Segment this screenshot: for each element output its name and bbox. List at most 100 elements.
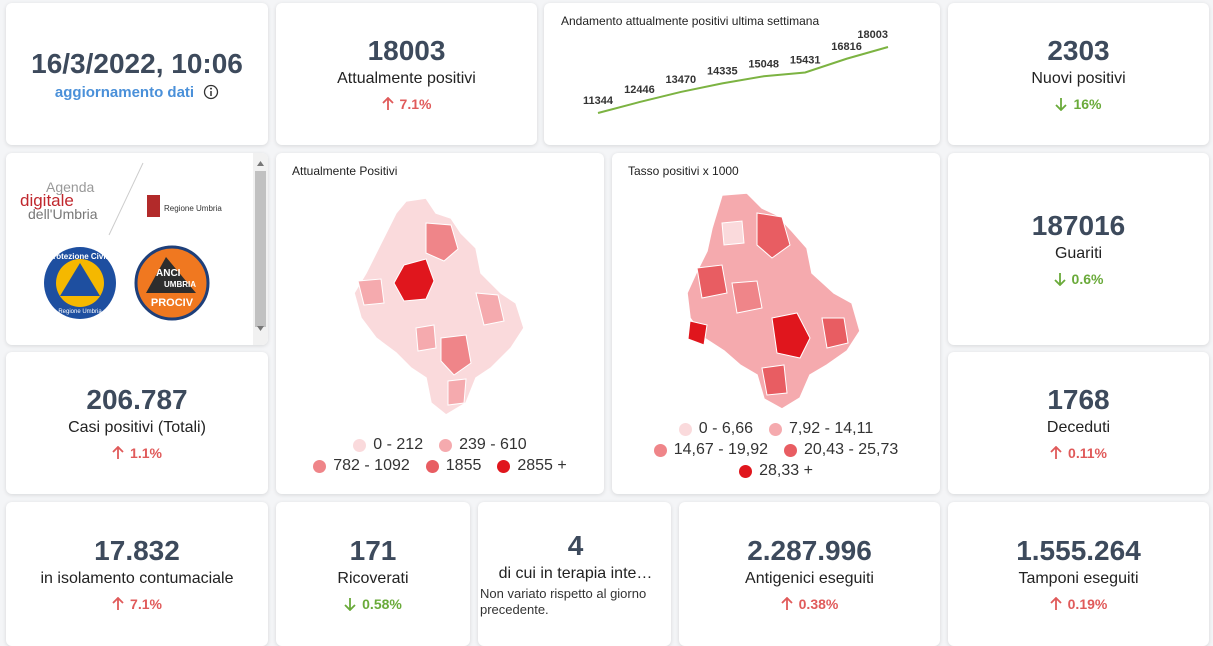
legend-item: 20,43 - 25,73 bbox=[784, 441, 898, 459]
legend-label: 782 - 1092 bbox=[333, 457, 410, 474]
kpi-card: 171 Ricoverati 0.58% bbox=[276, 502, 470, 646]
trend-label: 12446 bbox=[624, 84, 655, 96]
map-card: Attualmente Positivi 0 - 212 239 - 610 782… bbox=[276, 153, 604, 494]
logo-text: ANCI bbox=[156, 268, 181, 279]
legend-label: 14,67 - 19,92 bbox=[673, 441, 768, 458]
map-area bbox=[761, 364, 788, 396]
kpi-card: 4 di cui in terapia inte… Non variato risp… bbox=[478, 502, 671, 646]
kpi-value: 18003 bbox=[367, 35, 446, 66]
map-title: Attualmente Positivi bbox=[292, 164, 397, 178]
logo-text: Agenda bbox=[46, 179, 94, 195]
map-area bbox=[440, 334, 472, 376]
map-area bbox=[821, 317, 849, 349]
change-value: 0.58% bbox=[362, 596, 402, 612]
legend-item: 28,33 + bbox=[739, 462, 813, 480]
trend-chart: Andamento attualmente positivi ultima se… bbox=[561, 14, 889, 114]
kpi-value: 1.555.264 bbox=[1016, 535, 1141, 566]
logos-card: Agenda digitale dell'Umbria Regione Umbr… bbox=[6, 153, 268, 345]
kpi-label: in isolamento contumaciale bbox=[40, 570, 234, 587]
info-icon[interactable] bbox=[203, 84, 219, 100]
kpi-value: 187016 bbox=[1031, 210, 1126, 241]
legend-swatch bbox=[653, 443, 667, 457]
arrow bbox=[1050, 597, 1062, 610]
kpi-value: 17.832 bbox=[94, 535, 180, 566]
change-value: 1.1% bbox=[130, 445, 162, 461]
kpi-card: 2303 Nuovi positivi 16% bbox=[948, 3, 1209, 145]
update-card: 16/3/2022, 10:06 aggiornamento dati bbox=[6, 3, 268, 145]
change-value: 0.11% bbox=[1068, 445, 1107, 461]
kpi-label: Ricoverati bbox=[337, 570, 409, 587]
update-row: aggiornamento dati bbox=[55, 84, 219, 101]
kpi-change: 0.19% bbox=[1050, 595, 1108, 613]
kpi-card: 18003 Attualmente positivi 7.1% bbox=[276, 3, 537, 145]
divider bbox=[108, 162, 144, 236]
kpi-change: 0.11% bbox=[1050, 444, 1107, 462]
map-area bbox=[415, 324, 437, 352]
kpi-value: 4 bbox=[567, 530, 584, 561]
legend-item: 2855 + bbox=[497, 457, 567, 475]
scroll-down[interactable] bbox=[257, 326, 264, 331]
legend-label: 239 - 610 bbox=[459, 436, 527, 453]
trend-arrow bbox=[1050, 597, 1062, 610]
protezione-logo bbox=[60, 263, 100, 296]
map-area bbox=[771, 312, 811, 359]
kpi-value: 2.287.996 bbox=[747, 535, 872, 566]
map-area bbox=[447, 378, 467, 406]
arrow bbox=[381, 97, 394, 110]
legend-label: 1855 bbox=[445, 457, 482, 474]
map-area bbox=[475, 292, 505, 326]
legend-swatch bbox=[313, 459, 327, 473]
legend-swatch bbox=[353, 438, 367, 452]
kpi-change: 0.6% bbox=[1053, 270, 1103, 288]
map-area bbox=[393, 258, 435, 302]
kpi-card: 17.832 in isolamento contumaciale 7.1% bbox=[6, 502, 268, 646]
trend-label: 11344 bbox=[583, 95, 614, 107]
arrow bbox=[781, 597, 793, 610]
kpi-value: 1768 bbox=[1047, 384, 1110, 415]
logo-text: Regione Umbria bbox=[164, 204, 222, 213]
kpi-label: Deceduti bbox=[1046, 419, 1111, 436]
scroll-up[interactable] bbox=[257, 161, 264, 166]
legend-item: 1855 bbox=[425, 457, 482, 475]
map-card: Tasso positivi x 1000 0 - 6,66 7,92 - 14,… bbox=[612, 153, 940, 494]
kpi-change: 16% bbox=[1055, 95, 1102, 113]
legend-label: 28,33 + bbox=[759, 462, 813, 479]
legend-item: 0 - 6,66 bbox=[678, 420, 753, 438]
map-legend: 0 - 6,66 7,92 - 14,11 14,67 - 19,92 20,43 -… bbox=[612, 420, 940, 480]
map: Attualmente Positivi bbox=[292, 164, 525, 416]
change-value: 7.1% bbox=[399, 96, 432, 112]
map-title: Tasso positivi x 1000 bbox=[628, 164, 739, 178]
map-region bbox=[686, 192, 861, 410]
legend-swatch bbox=[439, 438, 453, 452]
trend-arrow bbox=[1055, 98, 1068, 111]
kpi-value: 206.787 bbox=[86, 384, 188, 415]
kpi-change: 7.1% bbox=[112, 595, 162, 613]
trend-label: 15431 bbox=[790, 54, 821, 66]
trend-label: 18003 bbox=[857, 29, 888, 41]
update-link[interactable]: aggiornamento dati bbox=[54, 83, 195, 101]
kpi-change: 1.1% bbox=[112, 444, 162, 462]
regione-icon bbox=[147, 195, 160, 217]
legend-item: 7,92 - 14,11 bbox=[769, 420, 873, 438]
kpi-value: 2303 bbox=[1047, 35, 1110, 66]
change-value: 16% bbox=[1073, 96, 1102, 112]
kpi-card: 1768 Deceduti 0.11% bbox=[948, 352, 1209, 494]
kpi-value: 171 bbox=[349, 535, 397, 566]
legend-item: 14,67 - 19,92 bbox=[653, 441, 768, 459]
legend-label: 20,43 - 25,73 bbox=[804, 441, 899, 458]
trend-arrow bbox=[781, 597, 793, 610]
scroll-thumb[interactable] bbox=[255, 171, 266, 327]
map-area bbox=[687, 320, 708, 346]
arrow bbox=[112, 597, 124, 610]
change-value: 0.19% bbox=[1067, 596, 1108, 612]
trend-arrow bbox=[112, 597, 124, 610]
trend-arrow bbox=[381, 97, 394, 110]
kpi-label: Nuovi positivi bbox=[1031, 70, 1126, 87]
legend-item: 782 - 1092 bbox=[313, 457, 410, 475]
legend-swatch bbox=[769, 422, 783, 436]
logo-text: Regione Umbria bbox=[58, 309, 102, 315]
legend-label: 0 - 212 bbox=[373, 436, 424, 453]
logo-text: UMBRIA bbox=[164, 280, 196, 289]
change-value: 0.38% bbox=[798, 596, 839, 612]
